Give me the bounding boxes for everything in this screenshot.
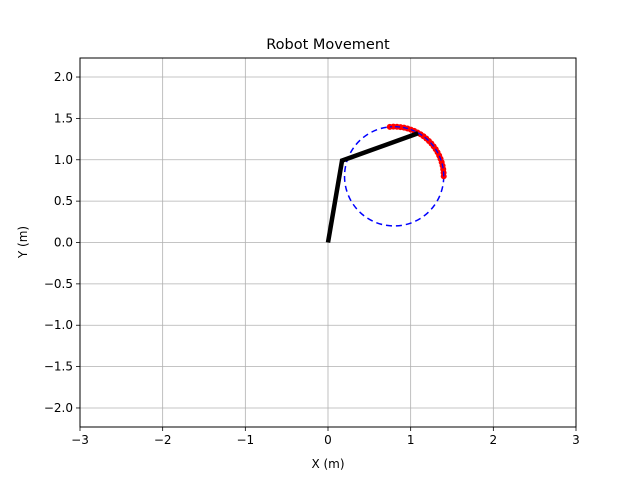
y-axis-label: Y (m) bbox=[16, 226, 30, 259]
y-tick-label: 0.5 bbox=[54, 194, 73, 208]
x-tick-label: 1 bbox=[407, 433, 415, 447]
robot-arm bbox=[325, 131, 419, 243]
x-tick-label: 0 bbox=[324, 433, 332, 447]
y-tick-label: −0.5 bbox=[44, 277, 73, 291]
x-tick-label: −3 bbox=[71, 433, 89, 447]
x-tick-label: 2 bbox=[490, 433, 498, 447]
x-axis-label: X (m) bbox=[311, 457, 344, 471]
ticks: −3 −2 −1 0 1 2 3 −2.0 −1.5 −1.0 −0.5 0.0 0.5 1.0 1.5 2.… bbox=[44, 70, 580, 447]
trajectory-point bbox=[386, 123, 393, 130]
y-tick-label: 2.0 bbox=[54, 70, 73, 84]
x-tick-label: −2 bbox=[154, 433, 172, 447]
y-tick-label: −1.0 bbox=[44, 318, 73, 332]
y-tick-label: 0.0 bbox=[54, 236, 73, 250]
y-tick-label: 1.5 bbox=[54, 111, 73, 125]
trajectory-line bbox=[389, 126, 445, 177]
y-tick-label: 1.0 bbox=[54, 153, 73, 167]
y-tick-label: −1.5 bbox=[44, 360, 73, 374]
y-tick-label: −2.0 bbox=[44, 401, 73, 415]
x-tick-label: 3 bbox=[572, 433, 580, 447]
chart-title: Robot Movement bbox=[266, 37, 390, 53]
x-tick-label: −1 bbox=[236, 433, 254, 447]
chart-marks bbox=[325, 123, 447, 243]
